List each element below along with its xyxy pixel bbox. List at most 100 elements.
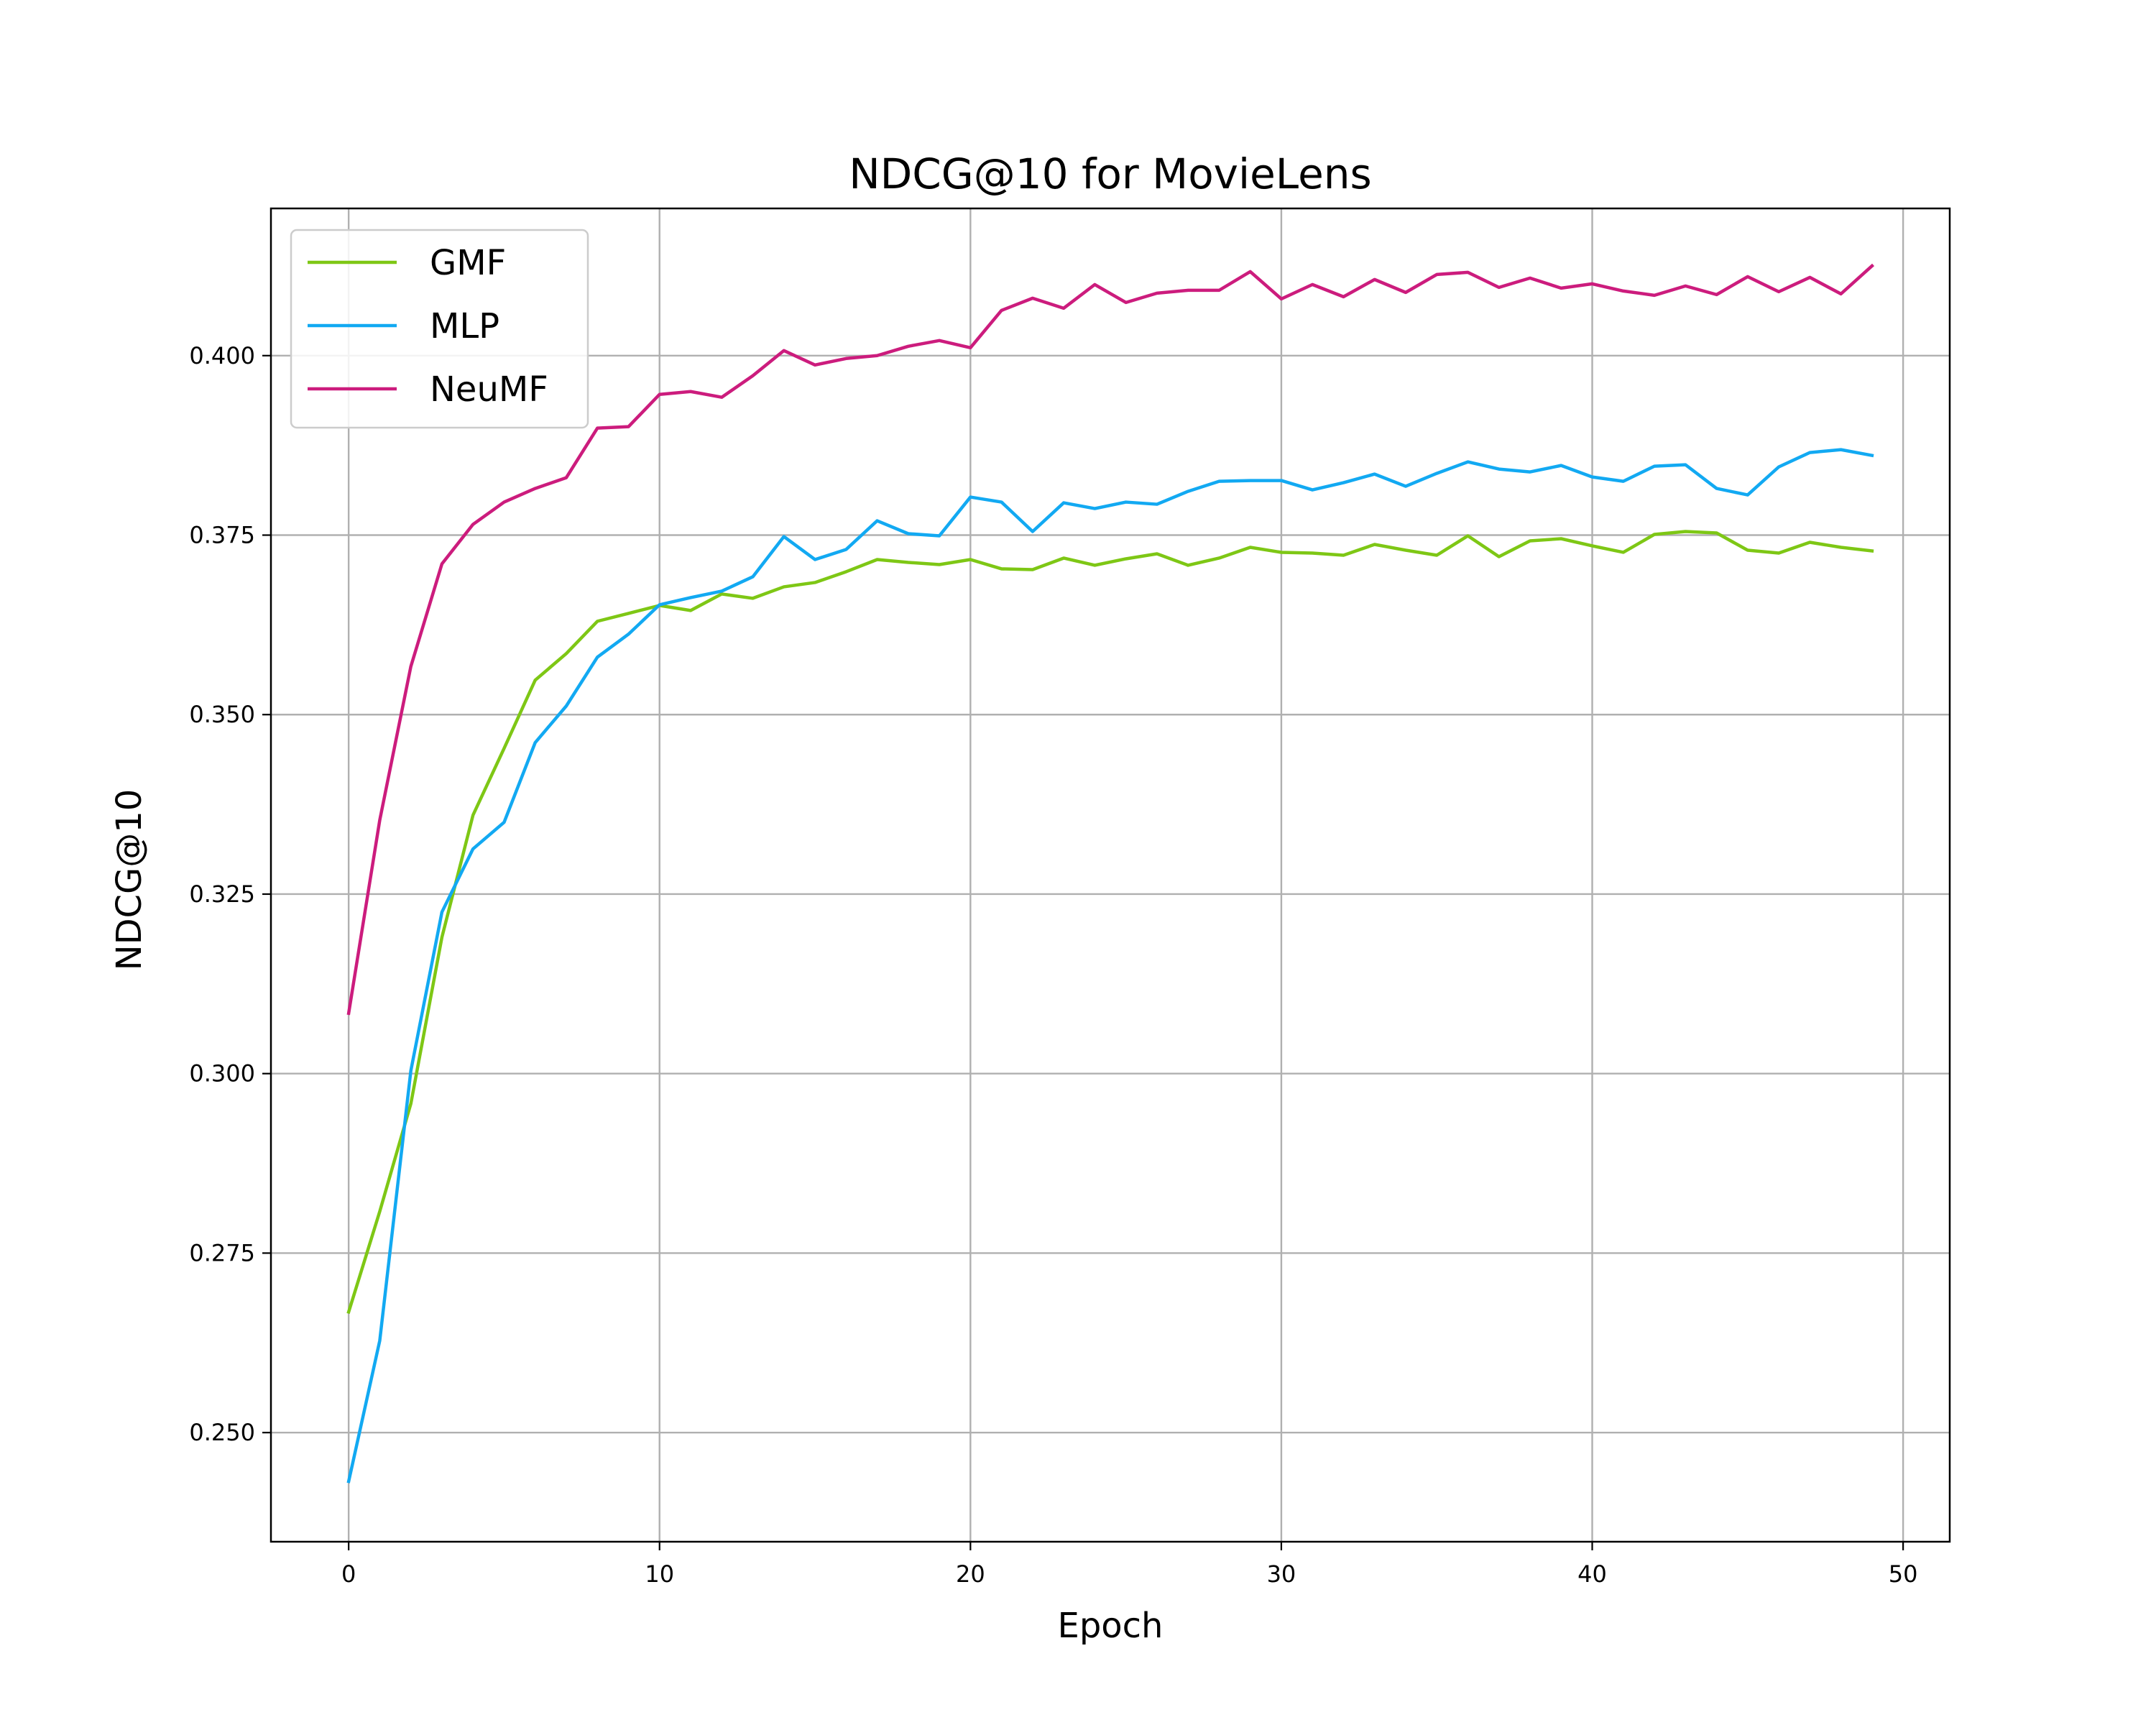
data-point-gmf [1746, 548, 1750, 552]
data-point-gmf [1186, 563, 1190, 567]
data-point-neumf [346, 1011, 351, 1016]
y-tick-label: 0.350 [189, 701, 255, 728]
data-point-neumf [1652, 293, 1657, 298]
data-point-mlp [502, 820, 506, 824]
data-point-mlp [1497, 467, 1501, 472]
data-point-mlp [1434, 472, 1439, 476]
data-point-gmf [844, 569, 848, 574]
data-point-neumf [1559, 286, 1563, 290]
data-point-neumf [688, 390, 693, 394]
data-point-gmf [1777, 551, 1781, 555]
data-point-mlp [1404, 484, 1408, 489]
series-lines [346, 263, 1875, 1484]
y-tick-label: 0.250 [189, 1419, 255, 1446]
data-point-gmf [968, 557, 972, 561]
y-tick-label: 0.275 [189, 1239, 255, 1266]
data-point-neumf [813, 363, 817, 367]
data-point-mlp [564, 704, 568, 708]
data-point-neumf [875, 354, 880, 358]
x-tick-label: 20 [956, 1560, 985, 1588]
data-point-mlp [1279, 479, 1284, 483]
data-point-gmf [564, 651, 568, 656]
data-point-mlp [1715, 487, 1719, 491]
x-tick-label: 10 [645, 1560, 674, 1588]
y-axis-title: NDCG@10 [109, 789, 149, 971]
data-point-mlp [409, 1069, 413, 1073]
data-point-mlp [1870, 454, 1874, 458]
data-point-mlp [1186, 489, 1190, 494]
data-point-mlp [688, 595, 693, 599]
data-point-neumf [1373, 277, 1377, 282]
data-point-mlp [533, 740, 538, 745]
data-point-gmf [1497, 554, 1501, 558]
data-point-neumf [626, 425, 630, 429]
chart-title: NDCG@10 for MovieLens [849, 150, 1372, 198]
data-point-mlp [1559, 464, 1563, 468]
data-point-neumf [1807, 275, 1812, 280]
data-point-gmf [1683, 530, 1687, 534]
data-point-mlp [1248, 479, 1253, 483]
y-tick-label: 0.375 [189, 522, 255, 549]
data-point-gmf [440, 935, 444, 939]
y-tick-label: 0.325 [189, 880, 255, 908]
data-point-gmf [1310, 551, 1314, 555]
data-point-gmf [1217, 556, 1221, 560]
data-point-gmf [1031, 567, 1035, 571]
data-point-gmf [782, 584, 786, 589]
data-point-mlp [471, 847, 475, 851]
data-point-mlp [1839, 448, 1843, 452]
data-point-neumf [1434, 272, 1439, 277]
data-point-neumf [719, 395, 724, 400]
data-point-neumf [1404, 290, 1408, 295]
data-point-neumf [440, 561, 444, 566]
data-point-neumf [658, 392, 662, 397]
data-point-gmf [1465, 534, 1470, 538]
data-point-neumf [844, 356, 848, 361]
grid [271, 208, 1950, 1542]
data-point-neumf [1839, 292, 1843, 296]
series-neumf [346, 263, 1875, 1016]
data-point-gmf [751, 596, 755, 600]
data-point-neumf [1279, 297, 1284, 301]
data-point-gmf [1061, 556, 1066, 560]
data-point-mlp [937, 534, 941, 538]
data-point-neumf [502, 500, 506, 505]
data-point-mlp [1031, 530, 1035, 534]
data-point-mlp [1310, 488, 1314, 492]
ticks: 0 10 20 30 40 50 0.250 0.275 0.300 0.325 0.350 0.37… [189, 342, 1917, 1588]
data-point-mlp [346, 1479, 351, 1484]
data-point-gmf [1621, 550, 1626, 554]
data-point-neumf [1715, 293, 1719, 297]
data-point-gmf [1807, 540, 1812, 545]
series-line-mlp [346, 448, 1874, 1484]
data-point-mlp [1807, 451, 1812, 455]
legend: GMF MLP NeuMF [290, 229, 589, 429]
data-point-gmf [1590, 543, 1595, 548]
data-point-gmf [1092, 563, 1097, 567]
data-point-neumf [377, 818, 382, 822]
data-point-mlp [844, 547, 848, 551]
data-point-neumf [1248, 270, 1253, 274]
data-point-gmf [813, 580, 817, 584]
legend-box [290, 229, 589, 429]
legend-item-mlp: MLP [308, 306, 499, 346]
data-point-neumf [564, 476, 568, 480]
data-point-mlp [813, 557, 817, 561]
data-point-gmf [1434, 553, 1439, 557]
data-point-neumf [409, 664, 413, 668]
data-point-gmf [688, 608, 693, 612]
data-point-gmf [1652, 533, 1657, 537]
data-point-mlp [1124, 500, 1128, 505]
data-point-mlp [875, 519, 880, 523]
data-point-mlp [1465, 460, 1470, 464]
data-point-mlp [1217, 479, 1221, 484]
data-point-gmf [409, 1102, 413, 1106]
data-point-neumf [1777, 290, 1781, 294]
data-point-neumf [1621, 289, 1626, 293]
data-point-gmf [1839, 545, 1843, 549]
plot-frame [270, 207, 1951, 1543]
data-point-neumf [1870, 264, 1874, 268]
data-point-neumf [1683, 284, 1687, 288]
y-tick-label: 0.300 [189, 1060, 255, 1087]
